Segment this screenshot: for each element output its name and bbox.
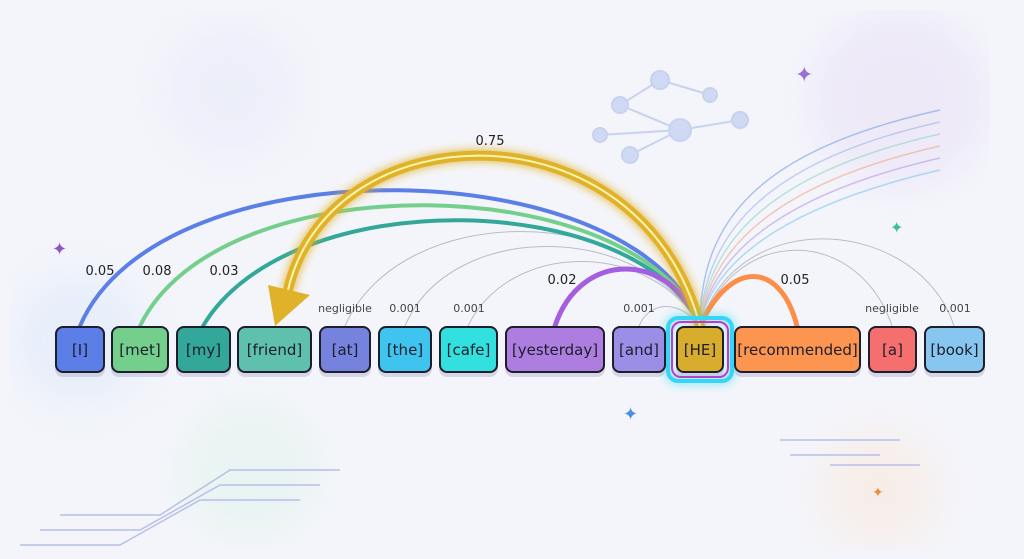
fan-lines — [699, 109, 941, 327]
weight-a: negligible — [865, 302, 919, 315]
weight-my: 0.03 — [209, 264, 239, 279]
circuit-lines — [20, 439, 920, 546]
weight-book: 0.001 — [939, 302, 971, 315]
token-he[interactable]: [HE] — [676, 326, 724, 373]
weight-yesterday: 0.02 — [547, 273, 577, 288]
weight-recommended: 0.05 — [780, 273, 810, 288]
svg-text:✦: ✦ — [872, 485, 884, 501]
svg-text:✦: ✦ — [890, 218, 903, 237]
token-my[interactable]: [my] — [176, 326, 231, 373]
arrowhead-icon — [268, 285, 310, 326]
token-friend[interactable]: [friend] — [237, 326, 312, 373]
svg-text:✦: ✦ — [623, 404, 638, 425]
focus-glow — [666, 316, 734, 383]
svg-text:✦: ✦ — [52, 239, 67, 260]
attention-arcs — [78, 150, 800, 331]
weight-at: negligible — [318, 302, 372, 315]
token-met[interactable]: [met] — [111, 326, 169, 373]
token-at[interactable]: [at] — [319, 326, 371, 373]
weak-attention-arcs — [344, 231, 955, 327]
weight-friend: 0.75 — [475, 134, 505, 149]
token-a[interactable]: [a] — [868, 326, 917, 373]
token-yesterday[interactable]: [yesterday] — [505, 326, 605, 373]
focus-ring — [671, 321, 729, 378]
weight-and: 0.001 — [623, 302, 655, 315]
token-the[interactable]: [the] — [378, 326, 432, 373]
token-cafe[interactable]: [cafe] — [439, 326, 498, 373]
svg-text:✦: ✦ — [795, 63, 813, 88]
token-and[interactable]: [and] — [612, 326, 666, 373]
background-decoration — [10, 10, 990, 550]
weight-i: 0.05 — [85, 264, 115, 279]
weight-cafe: 0.001 — [453, 302, 485, 315]
token-i[interactable]: [I] — [55, 326, 105, 373]
weight-met: 0.08 — [142, 264, 172, 279]
token-recommended[interactable]: [recommended] — [734, 326, 861, 373]
network-graph-icon — [592, 70, 749, 164]
weight-the: 0.001 — [389, 302, 421, 315]
token-book[interactable]: [book] — [924, 326, 985, 373]
sparkle-icons: ✦ ✦ ✦ ✦ ✦ — [52, 63, 903, 501]
